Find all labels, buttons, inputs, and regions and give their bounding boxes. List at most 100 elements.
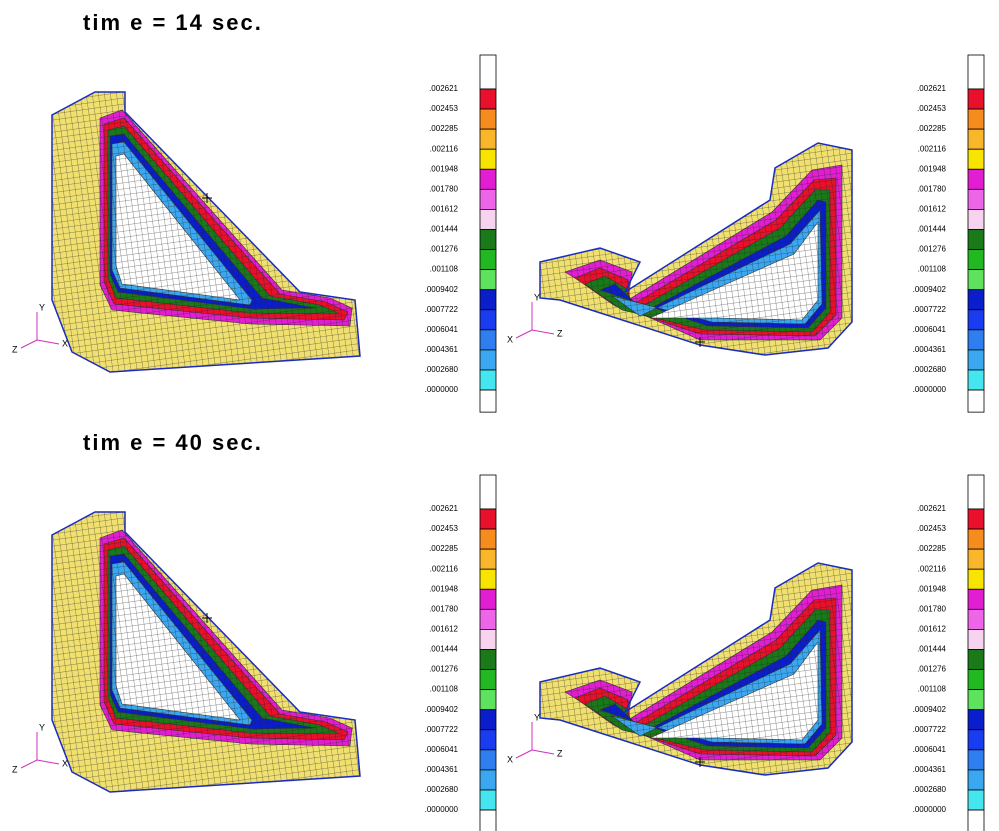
- legend-label: .002453: [429, 104, 458, 113]
- legend-label: .002621: [917, 504, 946, 513]
- legend-swatch: [967, 88, 985, 110]
- axis-b: [36, 339, 60, 345]
- legend-label: .001444: [429, 645, 458, 654]
- legend-swatch: [479, 128, 497, 150]
- legend-label: .002116: [918, 564, 947, 573]
- axis-label: Z: [12, 344, 18, 354]
- axis-label: X: [507, 334, 513, 344]
- legend-swatch: [479, 269, 497, 291]
- legend-label: .002116: [430, 144, 459, 153]
- legend-swatch: [967, 508, 985, 530]
- legend-swatch: [479, 188, 497, 210]
- legend-swatch: [479, 148, 497, 170]
- legend-label: .0006041: [913, 745, 947, 754]
- legend-swatch: [967, 188, 985, 210]
- legend-label: .002453: [917, 104, 946, 113]
- legend-swatch: [967, 148, 985, 170]
- legend-swatch: [967, 209, 985, 230]
- legend-label: .0007722: [913, 725, 947, 734]
- legend-swatch: [479, 588, 497, 610]
- legend-swatch: [967, 369, 985, 391]
- legend-label: .002285: [429, 124, 458, 133]
- legend-swatch: [967, 289, 985, 311]
- legend-swatch: [479, 709, 497, 731]
- legend-label: .001444: [917, 225, 946, 234]
- axis-b: [36, 759, 60, 765]
- legend-box: [967, 389, 985, 413]
- legend-box: [479, 809, 497, 831]
- legend-label: .0000000: [913, 385, 947, 394]
- mesh-overlay: [539, 142, 853, 356]
- legend-label: .001612: [429, 205, 458, 214]
- legend-swatch: [479, 329, 497, 351]
- axis-a: [515, 749, 533, 759]
- axis-label: Z: [12, 764, 18, 774]
- legend-label: .002116: [430, 564, 459, 573]
- axis-label: Z: [557, 748, 563, 758]
- legend-box: [479, 389, 497, 413]
- legend-swatch: [967, 709, 985, 731]
- legend-box: [479, 54, 497, 90]
- legend-label: .0004361: [913, 765, 947, 774]
- legend-label: .0007722: [425, 725, 459, 734]
- legend-label: .002621: [429, 84, 458, 93]
- legend-label: .0000000: [425, 385, 459, 394]
- legend-swatch: [967, 548, 985, 570]
- legend-label: .001948: [429, 164, 458, 173]
- legend-label: .0000000: [425, 805, 459, 814]
- legend-swatch: [967, 229, 985, 250]
- legend-swatch: [479, 548, 497, 570]
- legend-swatch: [479, 649, 497, 670]
- legend-label: .0002680: [425, 785, 459, 794]
- legend-box: [967, 809, 985, 831]
- axis-label: Y: [39, 302, 45, 312]
- legend-label: .0007722: [913, 305, 947, 314]
- panel-title: tim e = 14 sec.: [83, 10, 263, 35]
- mesh-overlay: [539, 562, 853, 776]
- legend-label: .0002680: [425, 365, 459, 374]
- legend-label: .0002680: [913, 365, 947, 374]
- legend-swatch: [967, 269, 985, 291]
- legend-label: .002453: [429, 524, 458, 533]
- legend-swatch: [479, 689, 497, 711]
- legend-label: .0002680: [913, 785, 947, 794]
- legend-box: [967, 54, 985, 90]
- legend-swatch: [967, 629, 985, 650]
- legend-label: .001444: [917, 645, 946, 654]
- legend-swatch: [479, 729, 497, 751]
- legend-swatch: [967, 528, 985, 550]
- legend-swatch: [479, 349, 497, 371]
- legend-swatch: [479, 769, 497, 791]
- legend-label: .0004361: [425, 765, 459, 774]
- legend-label: .001948: [429, 584, 458, 593]
- legend-label: .001108: [430, 265, 459, 274]
- legend-label: .002453: [917, 524, 946, 533]
- legend-swatch: [479, 168, 497, 190]
- axis-a: [515, 329, 533, 339]
- legend-label: .0009402: [425, 285, 459, 294]
- axis-label: Y: [39, 722, 45, 732]
- legend-swatch: [479, 229, 497, 250]
- legend-swatch: [479, 108, 497, 130]
- legend-label: .0009402: [425, 705, 459, 714]
- legend-swatch: [479, 88, 497, 110]
- legend-swatch: [967, 789, 985, 811]
- legend-label: .001108: [918, 685, 947, 694]
- legend-label: .002621: [429, 504, 458, 513]
- legend-label: .002285: [429, 544, 458, 553]
- mesh-overlay: [51, 511, 361, 793]
- legend-swatch: [479, 568, 497, 590]
- axis-b: [531, 329, 555, 335]
- legend-swatch: [967, 588, 985, 610]
- legend-label: .001780: [429, 604, 458, 613]
- legend-label: .0004361: [425, 345, 459, 354]
- legend-label: .002285: [917, 544, 946, 553]
- axis-a: [20, 339, 38, 349]
- axis-label: Z: [557, 328, 563, 338]
- legend-swatch: [967, 249, 985, 271]
- legend-swatch: [479, 528, 497, 550]
- axis-label: Y: [534, 712, 540, 722]
- panel: tim e = 40 sec. Y Z X .002621 .002453 .002285.…: [12, 430, 985, 831]
- legend-label: .0004361: [913, 345, 947, 354]
- legend-label: .002285: [917, 124, 946, 133]
